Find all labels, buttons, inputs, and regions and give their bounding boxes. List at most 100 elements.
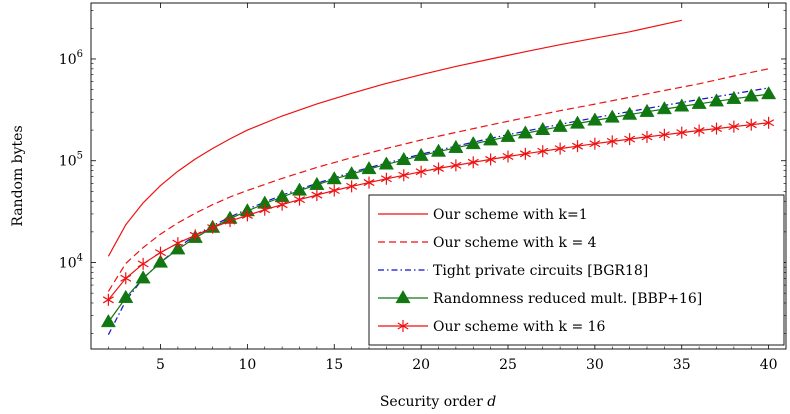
series-layer	[100, 19, 777, 335]
legend-label: Tight private circuits [BGR18]	[433, 263, 648, 279]
data-point	[761, 86, 777, 100]
data-point	[363, 176, 375, 189]
data-point	[102, 293, 114, 306]
data-point	[572, 140, 583, 153]
legend-entry: Our scheme with k = 16	[378, 319, 606, 335]
data-point	[361, 160, 377, 175]
data-point	[763, 116, 775, 129]
x-tick-label: 20	[412, 357, 430, 373]
data-point	[224, 215, 236, 228]
y-axis-label: Random bytes	[10, 125, 26, 226]
legend-label: Randomness reduced mult. [BBP+16]	[433, 291, 702, 307]
data-point	[152, 254, 169, 268]
series-5	[102, 116, 775, 306]
data-point	[711, 122, 722, 135]
data-point	[120, 272, 132, 285]
data-point	[537, 145, 549, 158]
data-point	[326, 171, 342, 185]
data-point	[276, 198, 288, 211]
legend-marker	[395, 289, 411, 304]
data-point	[135, 270, 151, 284]
data-point	[745, 118, 757, 131]
data-point	[241, 209, 253, 222]
series-line	[107, 68, 769, 292]
data-point	[641, 130, 653, 143]
data-point	[465, 136, 481, 150]
data-point	[172, 237, 184, 250]
x-tick-label: 35	[673, 357, 691, 373]
x-tick-label: 15	[325, 357, 343, 373]
data-point	[413, 147, 429, 161]
data-point	[378, 156, 394, 170]
data-point	[380, 172, 392, 185]
legend-label: Our scheme with k=1	[433, 207, 588, 223]
legend-entry: Randomness reduced mult. [BBP+16]	[378, 289, 702, 307]
data-point	[294, 193, 305, 206]
data-point	[708, 93, 725, 107]
legend-entry: Our scheme with k=1	[378, 207, 588, 223]
x-axis-label: Security order d	[380, 394, 496, 410]
data-point	[674, 98, 690, 112]
y-tick-label: 106	[59, 49, 83, 68]
legend-entry: Tight private circuits [BGR18]	[378, 263, 648, 279]
data-point	[622, 106, 638, 120]
data-point	[658, 128, 670, 141]
data-point	[535, 121, 551, 136]
data-point	[346, 180, 358, 193]
legend-label: Our scheme with k = 16	[433, 319, 606, 335]
axis-layer: 5 10 15 20 25 30 35 40 104 105 106	[59, 3, 786, 373]
series-line	[107, 19, 682, 257]
data-point	[691, 95, 707, 109]
data-point	[639, 103, 655, 117]
series-2	[107, 68, 769, 292]
data-point	[500, 128, 516, 142]
data-point	[502, 150, 514, 163]
data-point	[259, 203, 271, 216]
data-point	[311, 189, 323, 202]
data-point	[433, 162, 444, 175]
data-point	[398, 169, 410, 182]
series-1	[107, 19, 682, 257]
x-tick-label: 25	[499, 357, 517, 373]
data-point	[587, 112, 603, 126]
data-point	[589, 137, 601, 150]
legend-entry: Our scheme with k = 4	[378, 235, 597, 251]
data-point	[396, 151, 412, 165]
data-point	[569, 115, 586, 129]
data-point	[189, 229, 201, 242]
data-point	[485, 153, 497, 166]
data-point	[606, 135, 618, 148]
data-point	[100, 314, 116, 328]
data-point	[483, 132, 499, 146]
data-point	[517, 125, 533, 139]
data-point	[726, 90, 742, 104]
legend-marker	[397, 320, 409, 332]
data-point	[743, 88, 759, 102]
data-point	[728, 120, 740, 133]
data-point	[137, 257, 149, 270]
x-tick-label: 40	[760, 357, 778, 373]
data-point	[604, 109, 620, 123]
y-tick-label: 105	[59, 151, 83, 170]
data-point	[519, 147, 531, 160]
data-point	[415, 165, 427, 178]
legend-label: Our scheme with k = 4	[433, 235, 597, 251]
data-point	[450, 159, 462, 172]
data-point	[448, 139, 464, 153]
data-point	[656, 101, 672, 115]
data-point	[207, 221, 219, 234]
data-point	[554, 142, 566, 155]
data-point	[693, 124, 705, 137]
data-point	[344, 166, 360, 180]
legend-box	[368, 194, 785, 346]
x-tick-label: 30	[586, 357, 604, 373]
x-tick-label: 5	[156, 357, 165, 373]
data-point	[552, 118, 568, 132]
data-point	[155, 246, 166, 259]
data-point	[430, 143, 447, 157]
data-point	[467, 156, 479, 169]
data-point	[118, 289, 134, 303]
x-tick-label: 10	[238, 357, 256, 373]
legend: Our scheme with k=1 Our scheme with k = 4…	[368, 194, 785, 346]
